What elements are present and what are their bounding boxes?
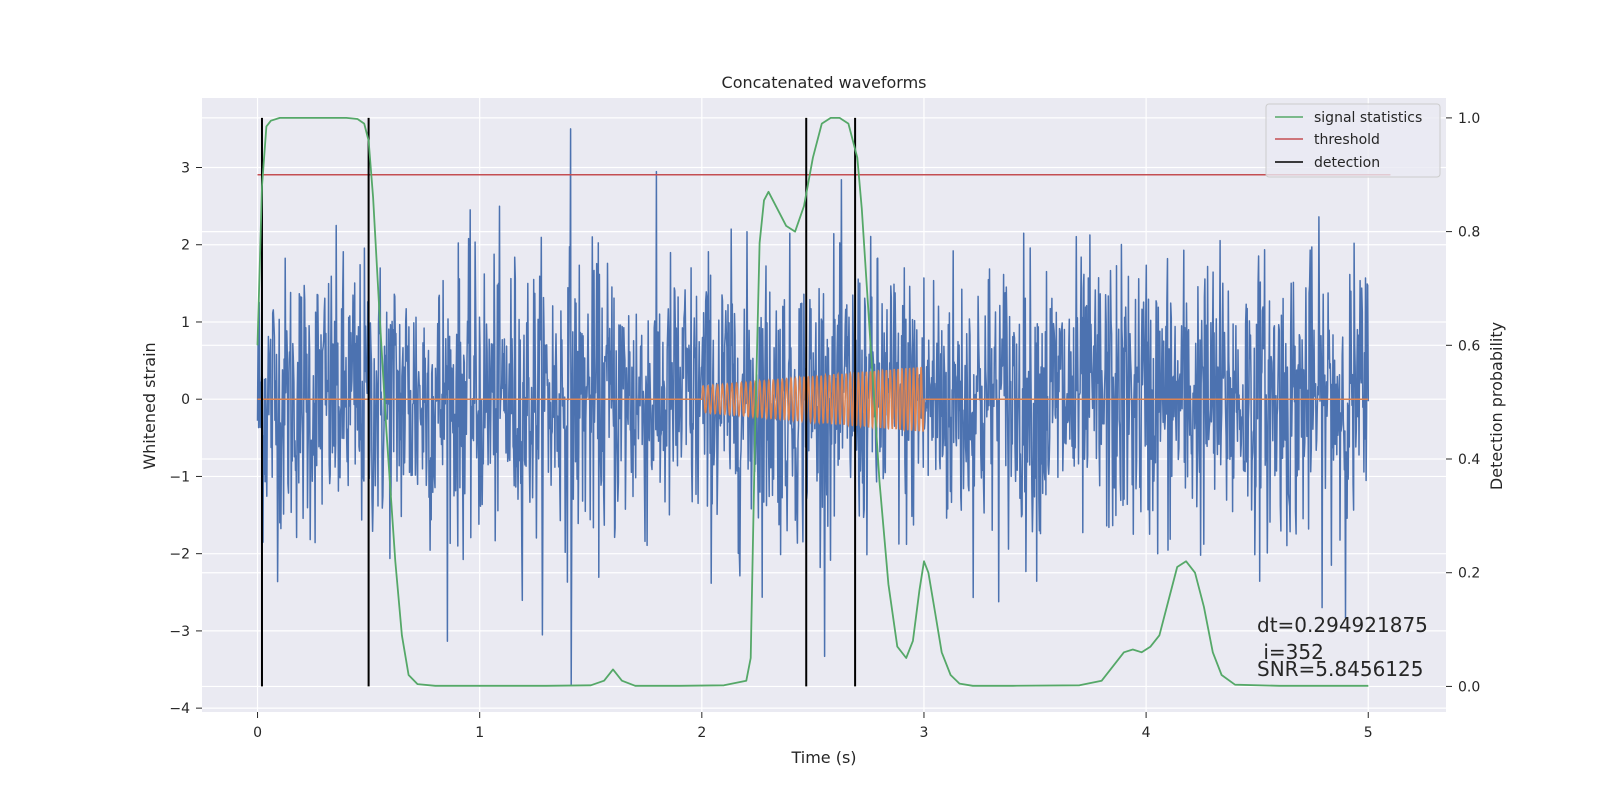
annotation-dt: dt=0.294921875 bbox=[1257, 613, 1428, 637]
x-tick-label: 3 bbox=[920, 725, 929, 741]
annotation-snr: SNR=5.8456125 bbox=[1257, 657, 1423, 681]
x-ticks: 0 1 2 3 4 5 bbox=[253, 712, 1373, 741]
y2-tick-label: 0.8 bbox=[1458, 225, 1480, 241]
signal-statistics-line bbox=[256, 117, 1369, 687]
y-tick-label: 0 bbox=[181, 392, 190, 408]
y2-tick-label: 0.2 bbox=[1458, 566, 1480, 582]
y-tick-label: 1 bbox=[181, 315, 190, 331]
x-tick-label: 0 bbox=[253, 725, 262, 741]
x-tick-label: 2 bbox=[697, 725, 706, 741]
annotation-i: i=352 bbox=[1257, 640, 1324, 664]
x-axis-label: Time (s) bbox=[790, 748, 856, 767]
x-tick-label: 1 bbox=[475, 725, 484, 741]
y-tick-label: −1 bbox=[169, 469, 190, 485]
y-tick-label: −4 bbox=[169, 701, 190, 717]
legend-label-threshold: threshold bbox=[1314, 132, 1380, 148]
signal-statistics-series bbox=[256, 117, 1369, 687]
x-tick-label: 5 bbox=[1364, 725, 1373, 741]
injected-signal-line bbox=[257, 366, 1369, 433]
y2-ticks: 0.0 0.2 0.4 0.6 0.8 1.0 bbox=[1446, 111, 1480, 695]
y2-tick-label: 0.0 bbox=[1458, 679, 1480, 695]
legend-label-detection: detection bbox=[1314, 155, 1380, 171]
legend-box bbox=[1265, 103, 1441, 178]
y2-axis-label: Detection probability bbox=[1487, 322, 1506, 490]
y2-tick-label: 0.6 bbox=[1458, 338, 1480, 354]
y-tick-label: −2 bbox=[169, 547, 190, 563]
y-ticks: −4 −3 −2 −1 0 1 2 3 bbox=[169, 161, 202, 717]
y-tick-label: 2 bbox=[181, 238, 190, 254]
y-tick-label: −3 bbox=[169, 624, 190, 640]
chart-title: Concatenated waveforms bbox=[722, 73, 927, 92]
x-tick-label: 4 bbox=[1142, 725, 1151, 741]
y-tick-label: 3 bbox=[181, 161, 190, 177]
legend-label-statistics: signal statistics bbox=[1314, 110, 1422, 126]
injected-signal-series bbox=[257, 366, 1369, 433]
y-axis-label: Whitened strain bbox=[140, 342, 159, 469]
y2-tick-label: 1.0 bbox=[1458, 111, 1480, 127]
legend: signal statistics threshold detection bbox=[1265, 103, 1441, 178]
y2-tick-label: 0.4 bbox=[1458, 452, 1480, 468]
